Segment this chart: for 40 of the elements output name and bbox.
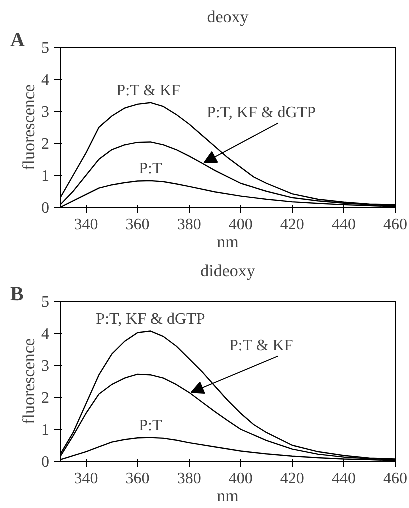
x-tick-label: 420 [280, 470, 304, 488]
y-tick-label: 0 [42, 200, 50, 217]
x-tick-label: 340 [74, 216, 98, 234]
y-tick-label: 1 [42, 168, 50, 185]
y-tick-label: 0 [42, 454, 50, 471]
x-tick-label: 460 [384, 216, 408, 234]
y-tick-label: 3 [42, 358, 50, 375]
text: P:T, KF & dGTP [206, 104, 316, 122]
series-label: P:T, KF & dGTP [96, 311, 206, 328]
x-tick-label: 380 [177, 216, 202, 234]
text: P:T & KF [229, 338, 294, 355]
y-tick-label: 1 [42, 422, 50, 439]
x-tick-label: 400 [228, 216, 253, 234]
y-tick-label: 5 [42, 294, 50, 311]
y-axis-title: fluorescence [20, 84, 38, 170]
x-tick-label: 460 [384, 470, 408, 488]
y-tick-label: 2 [42, 136, 50, 153]
x-axis-title: nm [217, 486, 239, 506]
y-tick-label: 2 [42, 390, 50, 407]
x-tick-label: 440 [332, 470, 356, 488]
series-label: P:T & KF [116, 82, 181, 100]
x-tick-label: 400 [228, 470, 253, 488]
text: A [10, 30, 26, 52]
x-tick-label: 420 [280, 216, 304, 234]
series-label: P:T [139, 160, 162, 178]
x-axis-title: nm [217, 232, 239, 252]
x-tick-label: 440 [332, 216, 356, 234]
series-label: P:T [139, 418, 162, 435]
text: B [10, 284, 24, 306]
chart-title: deoxy [207, 8, 250, 26]
y-tick-label: 3 [42, 104, 50, 121]
y-tick-label: 4 [42, 72, 50, 89]
x-tick-label: 380 [177, 470, 202, 488]
y-tick-label: 5 [42, 40, 50, 57]
chart-title: dideoxy [200, 262, 256, 280]
y-axis-title: fluorescence [20, 338, 38, 424]
x-tick-label: 360 [126, 216, 150, 234]
y-tick-label: 4 [42, 326, 50, 343]
x-tick-label: 340 [74, 470, 98, 488]
x-tick-label: 360 [126, 470, 150, 488]
